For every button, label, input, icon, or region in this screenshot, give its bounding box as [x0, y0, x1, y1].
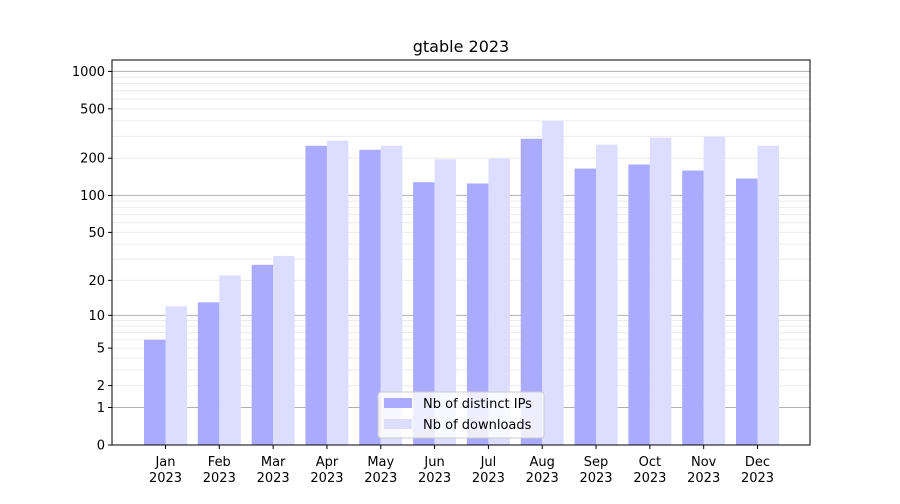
- y-tick-label: 200: [80, 152, 105, 167]
- bar-distinct-ips: [305, 145, 327, 445]
- y-tick-label: 50: [88, 226, 105, 241]
- x-tick-label: 2023: [741, 471, 774, 486]
- x-tick-label: Apr: [316, 455, 339, 470]
- y-tick-label: 20: [88, 274, 105, 289]
- bar-distinct-ips: [736, 178, 758, 445]
- bar-distinct-ips: [682, 170, 704, 445]
- bar-distinct-ips: [413, 182, 435, 445]
- bar-distinct-ips: [144, 339, 166, 445]
- x-tick-label: 2023: [364, 471, 397, 486]
- x-tick-label: Mar: [261, 455, 286, 470]
- x-tick-label: Jun: [423, 455, 444, 470]
- bar-distinct-ips: [466, 183, 489, 445]
- legend-label: Nb of distinct IPs: [423, 397, 532, 412]
- y-tick-label: 1000: [72, 65, 105, 80]
- x-tick-label: 2023: [687, 471, 720, 486]
- bar-distinct-ips: [251, 264, 274, 445]
- x-tick-label: Dec: [745, 455, 770, 470]
- y-tick-label: 10: [88, 309, 105, 324]
- x-tick-label: 2023: [310, 471, 343, 486]
- legend-swatch: [384, 419, 412, 429]
- bar-downloads: [165, 306, 187, 445]
- y-tick-label: 0: [97, 439, 105, 454]
- x-tick-label: Sep: [584, 455, 609, 470]
- y-tick-label: 100: [80, 189, 105, 204]
- y-tick-label: 500: [80, 102, 105, 117]
- legend-swatch: [384, 398, 412, 408]
- y-tick-label: 5: [97, 342, 105, 357]
- bar-downloads: [757, 145, 779, 445]
- bar-distinct-ips: [574, 168, 597, 445]
- bar-downloads: [326, 140, 349, 445]
- bar-distinct-ips: [628, 164, 650, 445]
- plot-frame: [111, 59, 811, 446]
- x-tick-label: Jul: [480, 455, 497, 470]
- legend: Nb of distinct IPs Nb of downloads: [377, 391, 545, 439]
- x-tick-label: Jan: [154, 455, 175, 470]
- bar-downloads: [596, 144, 618, 445]
- legend-box: [377, 391, 545, 439]
- bar-distinct-ips: [520, 138, 543, 445]
- x-tick-label: 2023: [203, 471, 236, 486]
- y-axis: 0 1 2 5 10 20 50 100 200 500 1000: [72, 65, 112, 454]
- bar-downloads: [434, 159, 457, 446]
- x-tick-label: 2023: [149, 471, 182, 486]
- bar-downloads: [542, 120, 564, 445]
- chart-title: gtable 2023: [413, 37, 509, 56]
- x-tick-label: Feb: [208, 455, 231, 470]
- x-tick-label: May: [367, 455, 394, 470]
- bar-distinct-ips: [359, 149, 381, 445]
- x-tick-label: 2023: [526, 471, 559, 486]
- x-tick-label: 2023: [579, 471, 612, 486]
- bar-downloads: [703, 136, 726, 445]
- bar-downloads: [649, 137, 672, 445]
- bar-downloads: [380, 145, 403, 445]
- x-tick-label: 2023: [257, 471, 290, 486]
- y-tick-label: 1: [97, 401, 105, 416]
- x-axis: Jan2023Feb2023Mar2023Apr2023May2023Jun20…: [149, 445, 774, 486]
- x-tick-label: Nov: [691, 455, 717, 470]
- x-tick-label: Aug: [530, 455, 555, 470]
- legend-label: Nb of downloads: [423, 418, 532, 433]
- x-tick-label: 2023: [418, 471, 451, 486]
- x-tick-label: 2023: [633, 471, 666, 486]
- bar-distinct-ips: [197, 302, 220, 445]
- x-tick-label: 2023: [472, 471, 505, 486]
- bar-downloads: [273, 255, 295, 445]
- bars: [144, 120, 779, 446]
- bar-downloads: [488, 158, 510, 445]
- x-tick-label: Oct: [639, 455, 661, 470]
- bar-downloads: [219, 275, 241, 445]
- y-tick-label: 2: [97, 379, 105, 394]
